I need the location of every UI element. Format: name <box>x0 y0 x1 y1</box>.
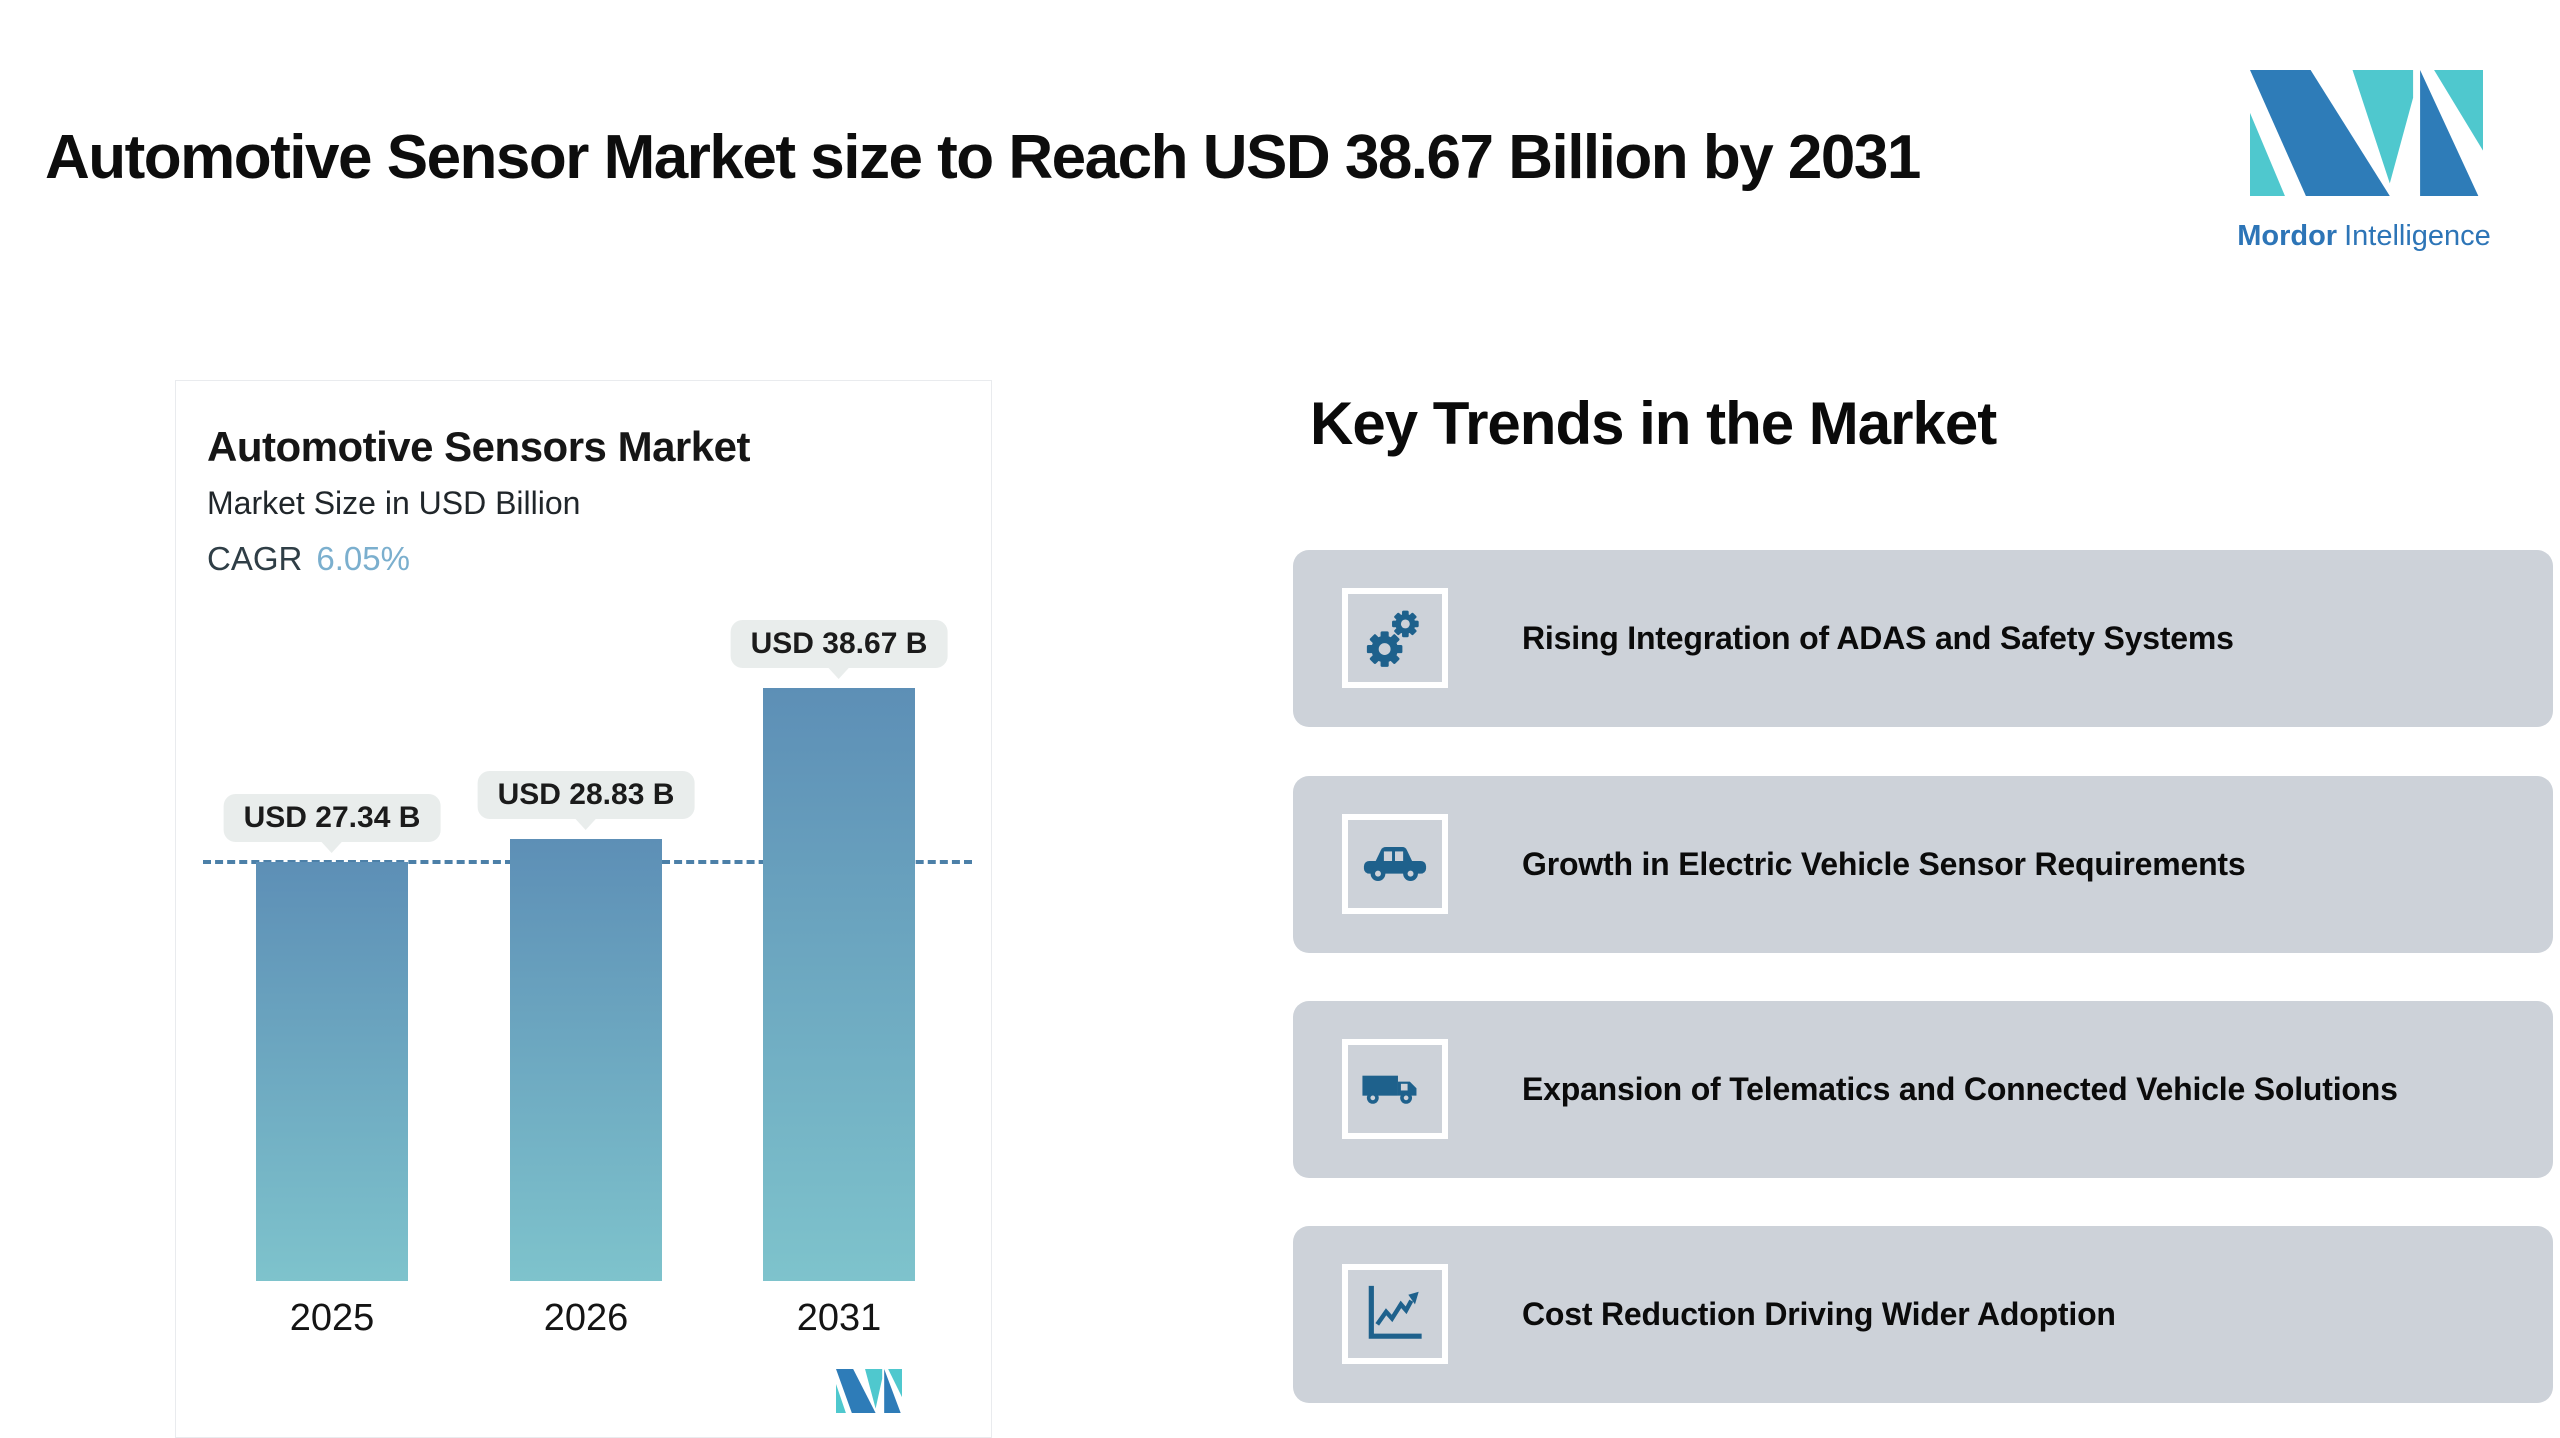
cagr-row: CAGR 6.05% <box>207 537 410 581</box>
x-axis-label-2026: 2026 <box>543 1297 629 1339</box>
key-trends-heading: Key Trends in the Market <box>1310 390 1997 457</box>
brand-name: Mordor Intelligence <box>2205 220 2523 253</box>
trend-card-ev: Growth in Electric Vehicle Sensor Requir… <box>1293 776 2553 953</box>
value-label: USD 28.83 B <box>497 777 675 811</box>
bar-2025 <box>256 861 408 1281</box>
x-axis-label-2025: 2025 <box>289 1297 375 1339</box>
trend-label: Expansion of Telematics and Connected Ve… <box>1522 1071 2398 1107</box>
bar-group-2025: USD 27.34 B 2025 <box>223 381 441 1339</box>
mordor-logo-mark-small-icon <box>836 1369 902 1413</box>
cagr-value: 6.05% <box>316 540 410 577</box>
chart-subtitle: Market Size in USD Billion <box>207 485 581 521</box>
mordor-logo-mark-icon <box>2250 70 2483 196</box>
bar-2031 <box>763 688 915 1281</box>
trend-label: Growth in Electric Vehicle Sensor Requir… <box>1522 846 2246 882</box>
brand-logo-box: Mordor Intelligence <box>2205 8 2523 317</box>
bar-2026 <box>510 838 662 1281</box>
page-title: Automotive Sensor Market size to Reach U… <box>45 123 1921 192</box>
value-label: USD 27.34 B <box>243 800 421 834</box>
cagr-label: CAGR <box>207 540 303 577</box>
bar-chart-plot: USD 27.34 B 2025 USD 28.83 B 2026 USD 38… <box>176 381 993 1339</box>
truck-icon <box>1342 1039 1448 1139</box>
value-label-bubble: USD 38.67 B <box>730 620 948 668</box>
trend-card-adas: Rising Integration of ADAS and Safety Sy… <box>1293 550 2553 727</box>
trend-label: Rising Integration of ADAS and Safety Sy… <box>1522 620 2234 656</box>
x-axis-label-2031: 2031 <box>796 1297 882 1339</box>
bar-group-2026: USD 28.83 B 2026 <box>477 381 695 1339</box>
trend-card-telematics: Expansion of Telematics and Connected Ve… <box>1293 1001 2553 1178</box>
value-label-bubble: USD 27.34 B <box>223 793 441 842</box>
market-chart-card: Automotive Sensors Market Market Size in… <box>175 380 992 1438</box>
gears-icon <box>1342 588 1448 688</box>
trend-label: Cost Reduction Driving Wider Adoption <box>1522 1296 2116 1332</box>
value-label-bubble: USD 28.83 B <box>477 770 695 819</box>
brand-name-light: Intelligence <box>2344 220 2491 252</box>
car-icon <box>1342 814 1448 914</box>
chart-title: Automotive Sensors Market <box>207 423 750 470</box>
value-label: USD 38.67 B <box>750 627 928 660</box>
bar-group-2031: USD 38.67 B 2031 <box>730 381 948 1339</box>
line-chart-icon <box>1342 1264 1448 1364</box>
trend-card-cost: Cost Reduction Driving Wider Adoption <box>1293 1226 2553 1403</box>
brand-name-bold: Mordor <box>2237 220 2338 252</box>
